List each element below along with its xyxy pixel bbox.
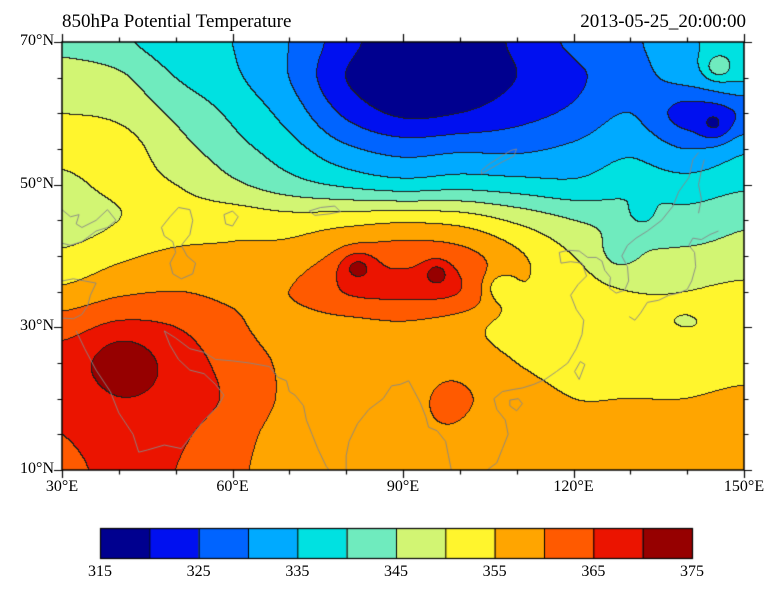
- colorbar-tick-label: 325: [186, 563, 211, 580]
- x-axis-tick-label: 60°E: [216, 478, 249, 495]
- y-axis-tick-label: 30°N: [20, 317, 54, 335]
- x-axis-tick-label: 30°E: [45, 478, 79, 495]
- colorbar-tick-label: 365: [581, 563, 606, 580]
- colorbar-tick-label: 355: [482, 563, 507, 580]
- colorbar-tick-label: 375: [680, 563, 704, 580]
- y-axis-tick-label: 50°N: [20, 174, 54, 192]
- x-axis-tick-label: 90°E: [386, 478, 420, 495]
- x-axis-tick-label: 150°E: [723, 478, 765, 495]
- y-axis-tick-label: 10°N: [20, 460, 54, 477]
- colorbar-tick-label: 345: [384, 563, 408, 580]
- colorbar-tick-label: 335: [285, 563, 310, 580]
- y-axis-tick-label: 70°N: [20, 32, 54, 49]
- plot-title: 850hPa Potential Temperature: [62, 11, 292, 32]
- x-axis-tick-label: 120°E: [553, 478, 594, 495]
- colorbar-tick-label: 315: [88, 563, 112, 580]
- plot-timestamp: 2013-05-25_20:00:00: [580, 11, 746, 32]
